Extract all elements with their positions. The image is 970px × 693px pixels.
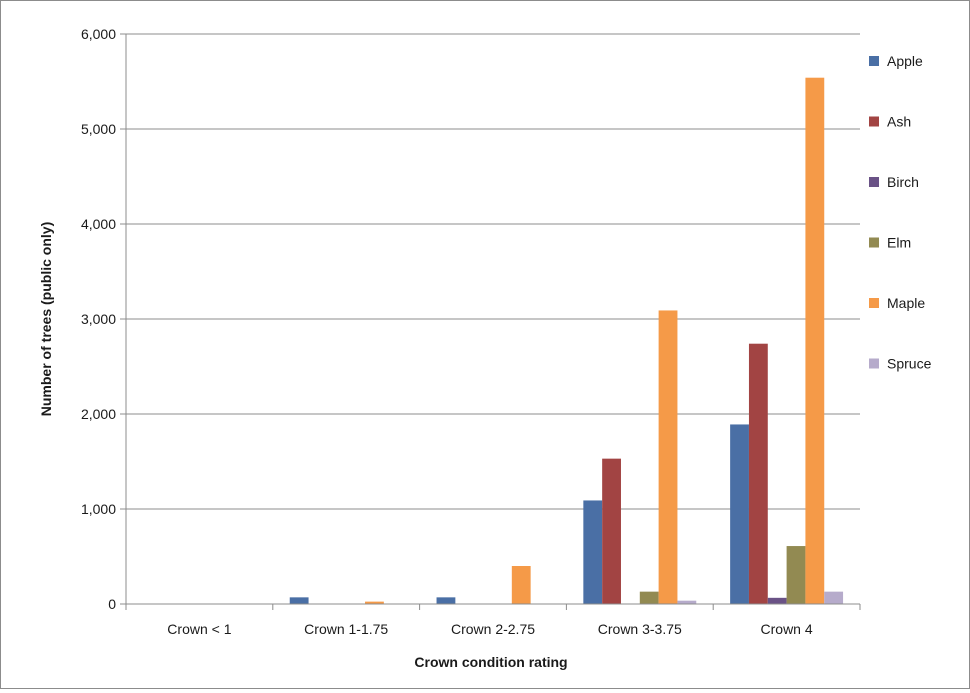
legend-label-birch: Birch	[887, 174, 919, 190]
legend-label-maple: Maple	[887, 295, 925, 311]
bar-apple-3	[583, 500, 603, 604]
legend-swatch-spruce	[869, 358, 879, 369]
x-tick-label: Crown 2-2.75	[451, 621, 535, 637]
bars	[289, 77, 844, 604]
legend-swatch-birch	[869, 177, 879, 187]
gridlines	[120, 33, 860, 605]
bar-spruce-3	[677, 600, 697, 604]
legend-swatch-maple	[869, 298, 879, 308]
x-axis-label: Crown condition rating	[414, 654, 567, 670]
bar-apple-2	[436, 597, 456, 604]
bar-ash-4	[748, 343, 768, 604]
x-tick-label: Crown 4	[761, 621, 813, 637]
x-tick-label: Crown < 1	[167, 621, 231, 637]
x-tick-label: Crown 3-3.75	[598, 621, 682, 637]
legend-label-elm: Elm	[887, 235, 911, 251]
bar-maple-3	[658, 310, 678, 604]
bar-elm-4	[786, 546, 806, 604]
legend-label-spruce: Spruce	[887, 356, 932, 372]
bar-spruce-4	[824, 591, 844, 604]
bar-ash-3	[602, 458, 621, 604]
y-tick-label: 6,000	[81, 26, 116, 42]
y-axis-label: Number of trees (public only)	[38, 222, 54, 416]
bar-maple-2	[511, 566, 531, 604]
axes	[125, 34, 861, 610]
x-tick-labels: Crown < 1 Crown 1-1.75 Crown 2-2.75 Crown 3…	[167, 621, 813, 637]
bar-maple-1	[365, 601, 384, 604]
legend-label-ash: Ash	[887, 114, 911, 130]
legend-label-apple: Apple	[887, 53, 923, 69]
bar-apple-4	[730, 424, 749, 604]
legend-swatch-apple	[869, 56, 879, 66]
bar-birch-4	[767, 597, 787, 604]
y-tick-labels: 0 1,000 2,000 3,000 4,000 5,000 6,000	[81, 26, 116, 612]
x-tick-label: Crown 1-1.75	[304, 621, 388, 637]
y-tick-label: 5,000	[81, 121, 116, 137]
y-tick-label: 1,000	[81, 501, 116, 517]
y-tick-label: 0	[108, 596, 116, 612]
y-tick-label: 3,000	[81, 311, 116, 327]
y-tick-label: 2,000	[81, 406, 116, 422]
bar-apple-1	[289, 597, 309, 604]
bar-elm-3	[639, 591, 659, 604]
bar-maple-4	[805, 77, 825, 604]
legend-swatch-elm	[869, 237, 879, 248]
legend-swatch-ash	[869, 116, 879, 127]
y-tick-label: 4,000	[81, 216, 116, 232]
legend: Apple Ash Birch Elm Maple Spruce	[869, 53, 932, 372]
